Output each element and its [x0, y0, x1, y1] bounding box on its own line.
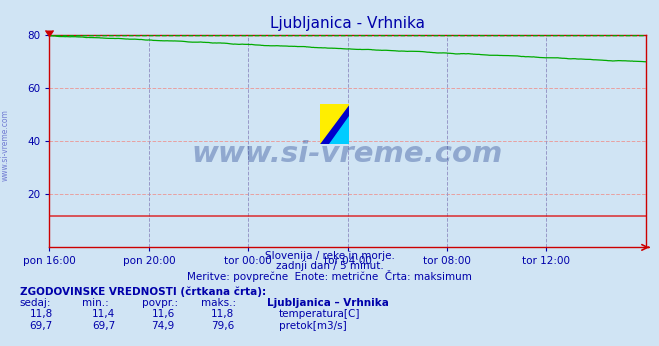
Text: 11,6: 11,6 — [152, 309, 175, 319]
Text: 79,6: 79,6 — [211, 321, 234, 331]
Text: 11,8: 11,8 — [30, 309, 53, 319]
Text: 69,7: 69,7 — [92, 321, 115, 331]
Text: 11,8: 11,8 — [211, 309, 234, 319]
Polygon shape — [320, 104, 349, 144]
Text: temperatura[C]: temperatura[C] — [279, 309, 360, 319]
Text: pretok[m3/s]: pretok[m3/s] — [279, 321, 347, 331]
Text: povpr.:: povpr.: — [142, 298, 178, 308]
Text: Meritve: povprečne  Enote: metrične  Črta: maksimum: Meritve: povprečne Enote: metrične Črta:… — [187, 270, 472, 282]
Text: www.si-vreme.com: www.si-vreme.com — [192, 140, 503, 168]
Title: Ljubljanica - Vrhnika: Ljubljanica - Vrhnika — [270, 16, 425, 31]
Text: www.si-vreme.com: www.si-vreme.com — [1, 109, 10, 181]
Text: Ljubljanica – Vrhnika: Ljubljanica – Vrhnika — [267, 298, 389, 308]
Text: 11,4: 11,4 — [92, 309, 115, 319]
Text: min.:: min.: — [82, 298, 109, 308]
Text: 74,9: 74,9 — [152, 321, 175, 331]
Text: Slovenija / reke in morje.: Slovenija / reke in morje. — [264, 251, 395, 261]
Text: 69,7: 69,7 — [30, 321, 53, 331]
Text: maks.:: maks.: — [201, 298, 236, 308]
Polygon shape — [329, 116, 349, 144]
Polygon shape — [320, 104, 349, 144]
Text: ZGODOVINSKE VREDNOSTI (črtkana črta):: ZGODOVINSKE VREDNOSTI (črtkana črta): — [20, 286, 266, 297]
Text: zadnji dan / 5 minut.: zadnji dan / 5 minut. — [275, 261, 384, 271]
Text: sedaj:: sedaj: — [20, 298, 51, 308]
